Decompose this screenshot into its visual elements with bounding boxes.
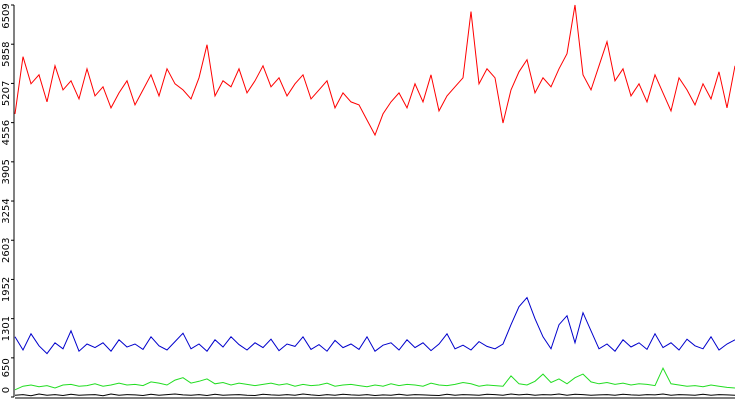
- y-tick-label: 5858: [1, 41, 12, 66]
- y-tick-label: 650: [1, 358, 12, 377]
- y-tick-label: 1952: [1, 277, 12, 302]
- series-line: [14, 393, 735, 397]
- y-tick-label: 5207: [1, 81, 12, 106]
- y-tick-label: 6509: [1, 3, 12, 28]
- y-tick-label: 3905: [1, 159, 12, 184]
- y-tick-label: 0: [1, 387, 12, 393]
- series-line: [14, 296, 735, 355]
- y-tick-label: 1301: [1, 316, 12, 341]
- y-tick-label: 4556: [1, 120, 12, 145]
- series-line: [14, 366, 735, 391]
- series-line: [14, 4, 735, 137]
- y-tick-label: 2603: [1, 238, 12, 263]
- y-tick-label: 3254: [1, 198, 12, 223]
